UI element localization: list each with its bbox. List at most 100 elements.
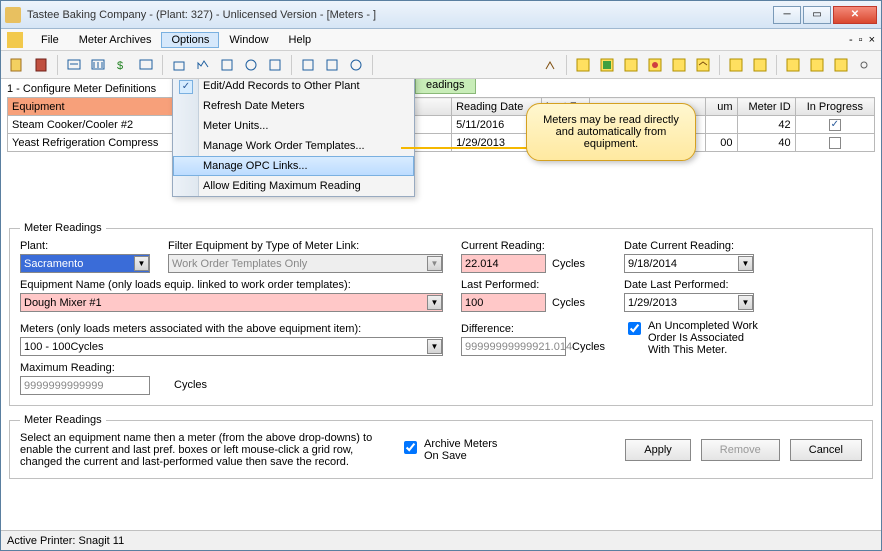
tool-8-icon[interactable] — [193, 55, 213, 75]
tool-link-icon[interactable] — [855, 55, 875, 75]
tool-3-icon[interactable] — [64, 55, 84, 75]
tool-13-icon[interactable] — [322, 55, 342, 75]
eqname-select[interactable]: Dough Mixer #1▼ — [20, 293, 443, 312]
app-window: Tastee Baking Company - (Plant: 327) - U… — [0, 0, 882, 551]
menu-manage-opc-links[interactable]: Manage OPC Links... — [173, 156, 414, 176]
current-reading-unit: Cycles — [552, 258, 585, 270]
status-printer: Active Printer: Snagit 11 — [7, 535, 124, 547]
filter-label: Filter Equipment by Type of Meter Link: — [168, 240, 443, 252]
difference-label: Difference: — [461, 323, 606, 335]
tool-9-icon[interactable] — [217, 55, 237, 75]
uncompleted-wo-label: An Uncompleted Work Order Is Associated … — [648, 320, 764, 356]
tool-y1-icon[interactable] — [573, 55, 593, 75]
col-equipment[interactable]: Equipment▲ — [8, 98, 188, 116]
cell-in-progress[interactable] — [795, 134, 874, 152]
tool-7-icon[interactable] — [169, 55, 189, 75]
table-row[interactable]: Steam Cooker/Cooler #2 5/11/2016 42 — [8, 116, 875, 134]
plant-label: Plant: — [20, 240, 150, 252]
mdi-restore[interactable]: ▫ — [859, 34, 863, 46]
maxread-label: Maximum Reading: — [20, 362, 150, 374]
menu-meter-archives[interactable]: Meter Archives — [69, 32, 162, 48]
cell-in-progress[interactable] — [795, 116, 874, 134]
tool-y9-icon[interactable] — [783, 55, 803, 75]
tool-y8-icon[interactable] — [750, 55, 770, 75]
col-maximum[interactable]: um — [705, 98, 737, 116]
date-current-select[interactable]: 9/18/2014▼ — [624, 254, 754, 273]
difference-input: 99999999999921.014 — [461, 337, 566, 356]
col-meter-id[interactable]: Meter ID — [737, 98, 795, 116]
mdi-minimize[interactable]: - — [849, 34, 853, 46]
archive-label: Archive Meters On Save — [424, 438, 510, 462]
cell-meter-id: 42 — [737, 116, 795, 134]
app-icon — [5, 7, 21, 23]
last-performed-input[interactable]: 100 — [461, 293, 546, 312]
menu-options[interactable]: Options — [161, 32, 219, 48]
uncompleted-wo-checkbox[interactable] — [628, 322, 641, 335]
minimize-button[interactable]: ─ — [773, 6, 801, 24]
cell-maximum: 00 — [705, 134, 737, 152]
tool-10-icon[interactable] — [241, 55, 261, 75]
help-text: Select an equipment name then a meter (f… — [20, 432, 380, 468]
cell-meter-id: 40 — [737, 134, 795, 152]
menu-file[interactable]: File — [31, 32, 69, 48]
tool-y10-icon[interactable] — [807, 55, 827, 75]
tool-15-icon[interactable] — [540, 55, 560, 75]
last-performed-label: Last Performed: — [461, 279, 586, 291]
tool-y5-icon[interactable] — [669, 55, 689, 75]
fieldset2-legend: Meter Readings — [20, 414, 106, 426]
cancel-button[interactable]: Cancel — [790, 439, 862, 461]
statusbar: Active Printer: Snagit 11 — [1, 530, 881, 550]
filter-select[interactable]: Work Order Templates Only▼ — [168, 254, 443, 273]
remove-button[interactable]: Remove — [701, 439, 780, 461]
svg-text:$: $ — [117, 60, 123, 72]
tool-y4-icon[interactable] — [645, 55, 665, 75]
date-last-label: Date Last Performed: — [624, 279, 754, 291]
window-title: Tastee Baking Company - (Plant: 327) - U… — [27, 9, 773, 21]
meters-select[interactable]: 100 - 100Cycles▼ — [20, 337, 443, 356]
meters-grid: Equipment▲ Reading Date Last F um Meter … — [7, 97, 875, 152]
plant-select[interactable]: Sacramento▼ — [20, 254, 150, 273]
meters-label: Meters (only loads meters associated wit… — [20, 323, 443, 335]
current-reading-input[interactable]: 22.014 — [461, 254, 546, 273]
tool-2-icon[interactable] — [31, 55, 51, 75]
tool-5-icon[interactable]: $ — [112, 55, 132, 75]
tool-y11-icon[interactable] — [831, 55, 851, 75]
menu-help[interactable]: Help — [279, 32, 322, 48]
menu-meter-units[interactable]: Meter Units... — [173, 116, 414, 136]
last-performed-unit: Cycles — [552, 297, 585, 309]
options-dropdown: ✓Edit/Add Records to Other Plant Refresh… — [172, 79, 415, 197]
menu-allow-editing-max[interactable]: Allow Editing Maximum Reading — [173, 176, 414, 196]
menu-manage-wo-templates[interactable]: Manage Work Order Templates... — [173, 136, 414, 156]
tool-1-icon[interactable] — [7, 55, 27, 75]
menu-edit-add-records[interactable]: ✓Edit/Add Records to Other Plant — [173, 79, 414, 96]
tool-4-icon[interactable] — [88, 55, 108, 75]
tool-y2-icon[interactable] — [597, 55, 617, 75]
maximize-button[interactable]: ▭ — [803, 6, 831, 24]
meter-readings-actions: Meter Readings Select an equipment name … — [9, 414, 873, 479]
tool-12-icon[interactable] — [298, 55, 318, 75]
difference-unit: Cycles — [572, 341, 605, 353]
date-last-select[interactable]: 1/29/2013▼ — [624, 293, 754, 312]
col-in-progress[interactable]: In Progress — [795, 98, 874, 116]
tool-y7-icon[interactable] — [726, 55, 746, 75]
tool-6-icon[interactable] — [136, 55, 156, 75]
maxread-unit: Cycles — [174, 367, 207, 391]
tool-11-icon[interactable] — [265, 55, 285, 75]
apply-button[interactable]: Apply — [625, 439, 691, 461]
mdi-close[interactable]: × — [869, 34, 875, 46]
menubar-icon — [7, 32, 23, 48]
menu-window[interactable]: Window — [219, 32, 278, 48]
toolbar: $ — [1, 51, 881, 79]
content-area: 1 - Configure Meter Definitions Equipmen… — [1, 79, 881, 530]
window-buttons: ─ ▭ ✕ — [773, 6, 877, 24]
menu-refresh-date-meters[interactable]: Refresh Date Meters — [173, 96, 414, 116]
tool-y6-icon[interactable] — [693, 55, 713, 75]
tab-readings[interactable]: eadings — [415, 79, 476, 94]
archive-checkbox[interactable] — [404, 441, 417, 454]
maxread-input: 9999999999999 — [20, 376, 150, 395]
callout-bubble: Meters may be read directly and automati… — [526, 103, 696, 161]
tool-y3-icon[interactable] — [621, 55, 641, 75]
current-reading-label: Current Reading: — [461, 240, 586, 252]
tool-14-icon[interactable] — [346, 55, 366, 75]
close-button[interactable]: ✕ — [833, 6, 877, 24]
